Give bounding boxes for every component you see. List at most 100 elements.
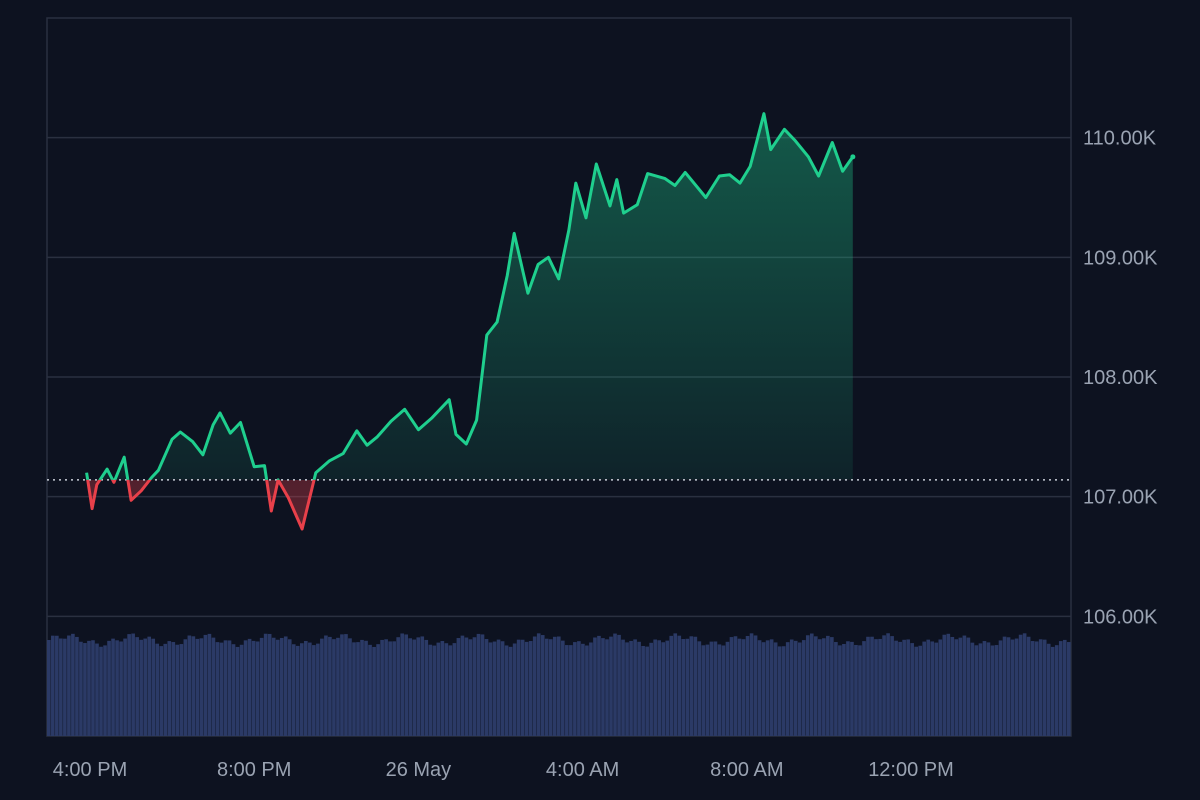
volume-bar [777,646,782,736]
volume-bar [621,639,625,736]
volume-bar [67,635,71,736]
volume-bar [516,639,521,736]
volume-bar [713,641,718,736]
volume-bar [926,639,931,736]
volume-bar [528,641,533,736]
volume-bar [199,638,204,736]
volume-bar [954,639,959,736]
volume-bar [51,635,55,736]
volume-bar [512,643,517,736]
volume-bar [866,636,870,736]
volume-bar [565,645,569,736]
volume-bar [685,638,690,736]
volume-bar [400,633,404,736]
volume-bar [404,634,409,736]
volume-bar [75,636,79,736]
volume-bar [532,636,537,736]
volume-bar [231,644,236,736]
volume-bar [540,635,545,736]
volume-bar [308,642,312,736]
volume-bar [259,637,264,736]
volume-bar [625,642,629,736]
volume-bar [392,641,396,736]
volume-bar [436,642,441,736]
x-tick-label: 8:00 AM [710,759,783,781]
volume-bar [633,639,637,736]
volume-bar [279,637,284,736]
volume-bar [243,640,248,736]
volume-bar [581,643,585,736]
volume-bar [826,635,830,736]
volume-bar [95,643,99,736]
volume-bar [504,645,509,736]
volume-bar [665,640,670,736]
volume-bar [593,637,597,736]
volume-bar [705,644,710,736]
volume-bar [874,639,878,736]
volume-bar [1018,634,1023,736]
volume-bar [1058,641,1063,736]
y-tick-label: 110.00K [1083,128,1157,150]
volume-bar [834,642,838,736]
volume-bar [950,636,955,736]
y-tick-label: 109.00K [1083,247,1158,269]
volume-bar [299,643,304,736]
volume-bar [842,644,846,736]
volume-bar [1002,636,1007,736]
volume-bar [348,638,352,736]
volume-bar [922,641,927,736]
volume-bar [870,636,874,736]
volume-bar [416,637,421,736]
volume-bar [561,640,565,736]
volume-bar [460,635,465,736]
volume-bar [942,634,947,736]
volume-bar [215,642,220,736]
volume-bar [384,639,388,736]
volume-bar [211,637,216,736]
volume-bar [376,644,380,736]
volume-bar [805,635,810,736]
volume-bar [818,639,822,736]
volume-bar [424,639,429,736]
volume-bar [203,634,208,736]
volume-bar [637,641,641,736]
volume-bar [336,637,340,736]
volume-bar [251,640,256,736]
volume-bar [247,638,252,736]
volume-bar [496,639,501,736]
volume-bar [103,645,107,736]
volume-bar [556,636,561,736]
volume-bar [930,641,935,736]
volume-bar [809,633,814,736]
volume-bar [139,639,143,736]
volume-bar [468,639,473,736]
volume-bar [488,642,493,736]
volume-bar [673,633,678,736]
volume-bar [255,641,260,736]
volume-bar [320,638,324,736]
volume-bar [822,638,826,736]
volume-bar [846,641,850,736]
volume-bar [1046,643,1051,736]
volume-bar [757,640,762,736]
volume-bar [978,643,983,736]
volume-bar [641,645,645,736]
volume-bar [324,635,328,736]
volume-bar [998,640,1003,736]
y-tick-label: 108.00K [1083,367,1158,389]
volume-bar [388,641,392,736]
volume-bar [1022,633,1027,736]
volume-bar [147,636,152,736]
volume-bar [448,645,453,736]
volume-bar [163,643,168,736]
volume-bar [55,635,59,736]
volume-bar [360,639,364,736]
volume-bar [283,636,288,736]
x-tick-label: 4:00 AM [546,759,619,781]
volume-bar [91,640,95,736]
volume-bar [789,639,794,736]
volume-bars [47,633,1071,736]
volume-bar [492,641,497,736]
volume-bar [910,643,914,736]
volume-bar [480,634,485,736]
